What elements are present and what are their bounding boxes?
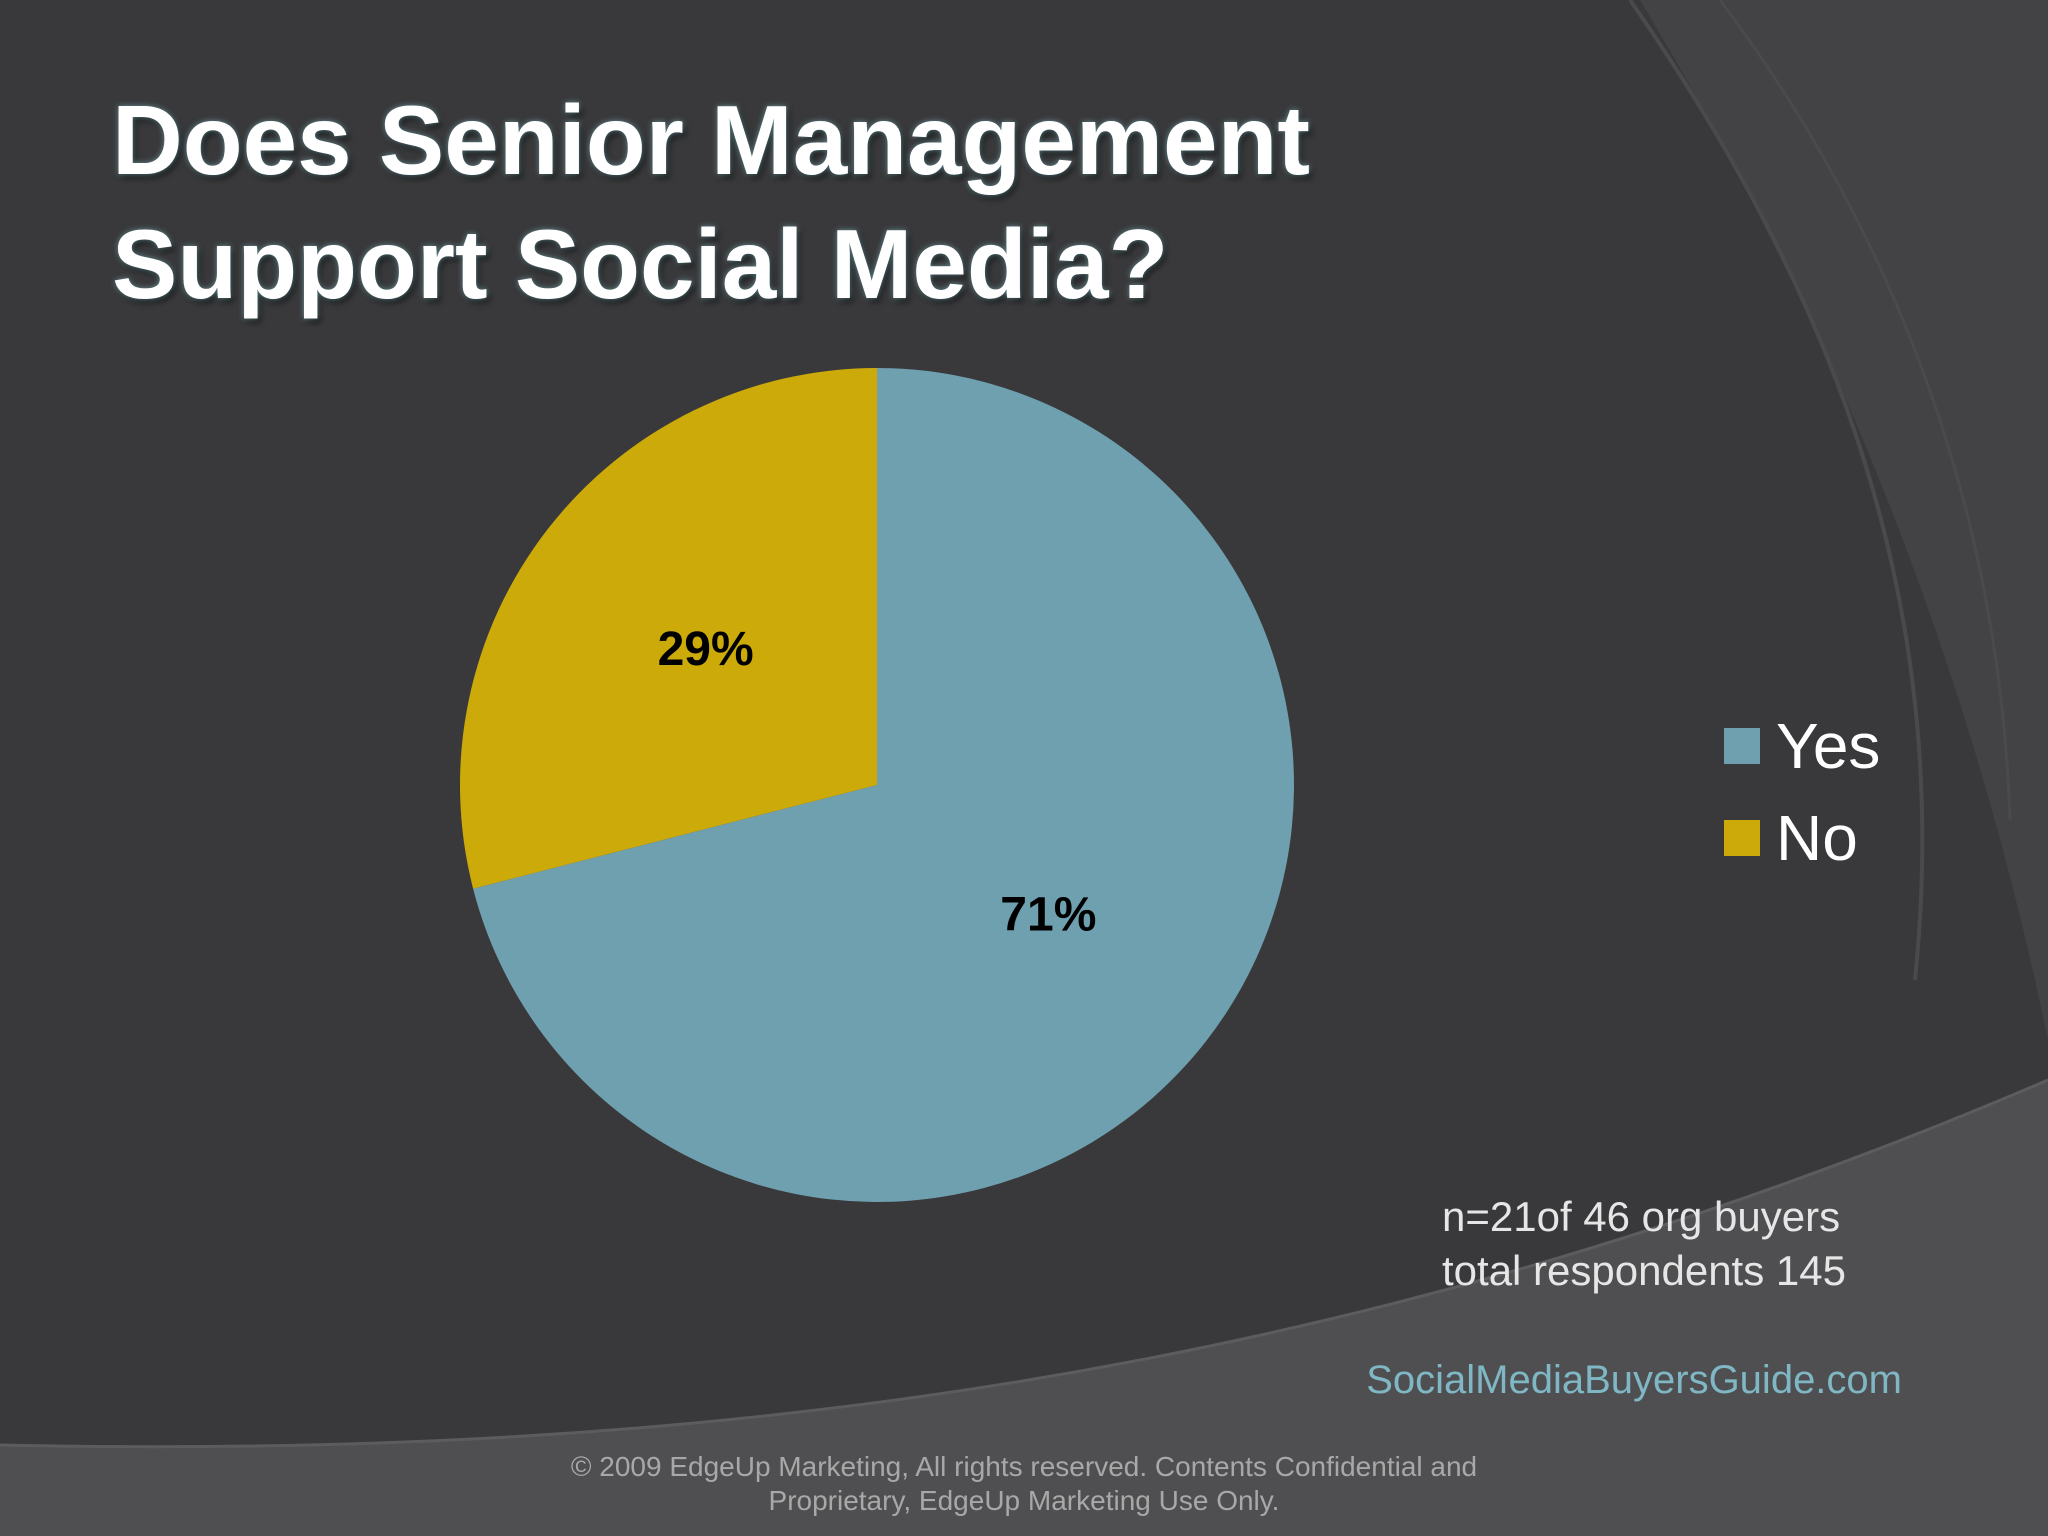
chart-legend: Yes No: [1724, 700, 1880, 884]
pie-label-yes: 71%: [1000, 889, 1096, 942]
sample-size-note: n=21of 46 org buyers total respondents 1…: [1442, 1190, 1846, 1298]
copyright-footer: © 2009 EdgeUp Marketing, All rights rese…: [0, 1450, 2048, 1518]
pie-slice-no: [460, 368, 877, 889]
legend-label-no: No: [1776, 802, 1858, 874]
sample-note-line-1: n=21of 46 org buyers: [1442, 1193, 1841, 1240]
legend-swatch-no: [1724, 820, 1760, 856]
legend-label-yes: Yes: [1776, 710, 1881, 782]
pie-label-no: 29%: [658, 623, 754, 676]
title-line-2: Support Social Media?: [112, 209, 1169, 319]
footer-line-2: Proprietary, EdgeUp Marketing Use Only.: [768, 1485, 1280, 1516]
pie-slice-yes: [473, 368, 1294, 1202]
legend-item-yes: Yes: [1724, 700, 1880, 792]
legend-swatch-yes: [1724, 728, 1760, 764]
footer-line-1: © 2009 EdgeUp Marketing, All rights rese…: [570, 1451, 1478, 1482]
title-line-1: Does Senior Management: [112, 85, 1311, 195]
page-title: Does Senior Management Support Social Me…: [112, 78, 1512, 326]
sample-note-line-2: total respondents 145: [1442, 1247, 1846, 1294]
website-link[interactable]: SocialMediaBuyersGuide.com: [1366, 1358, 1902, 1402]
legend-item-no: No: [1724, 792, 1880, 884]
